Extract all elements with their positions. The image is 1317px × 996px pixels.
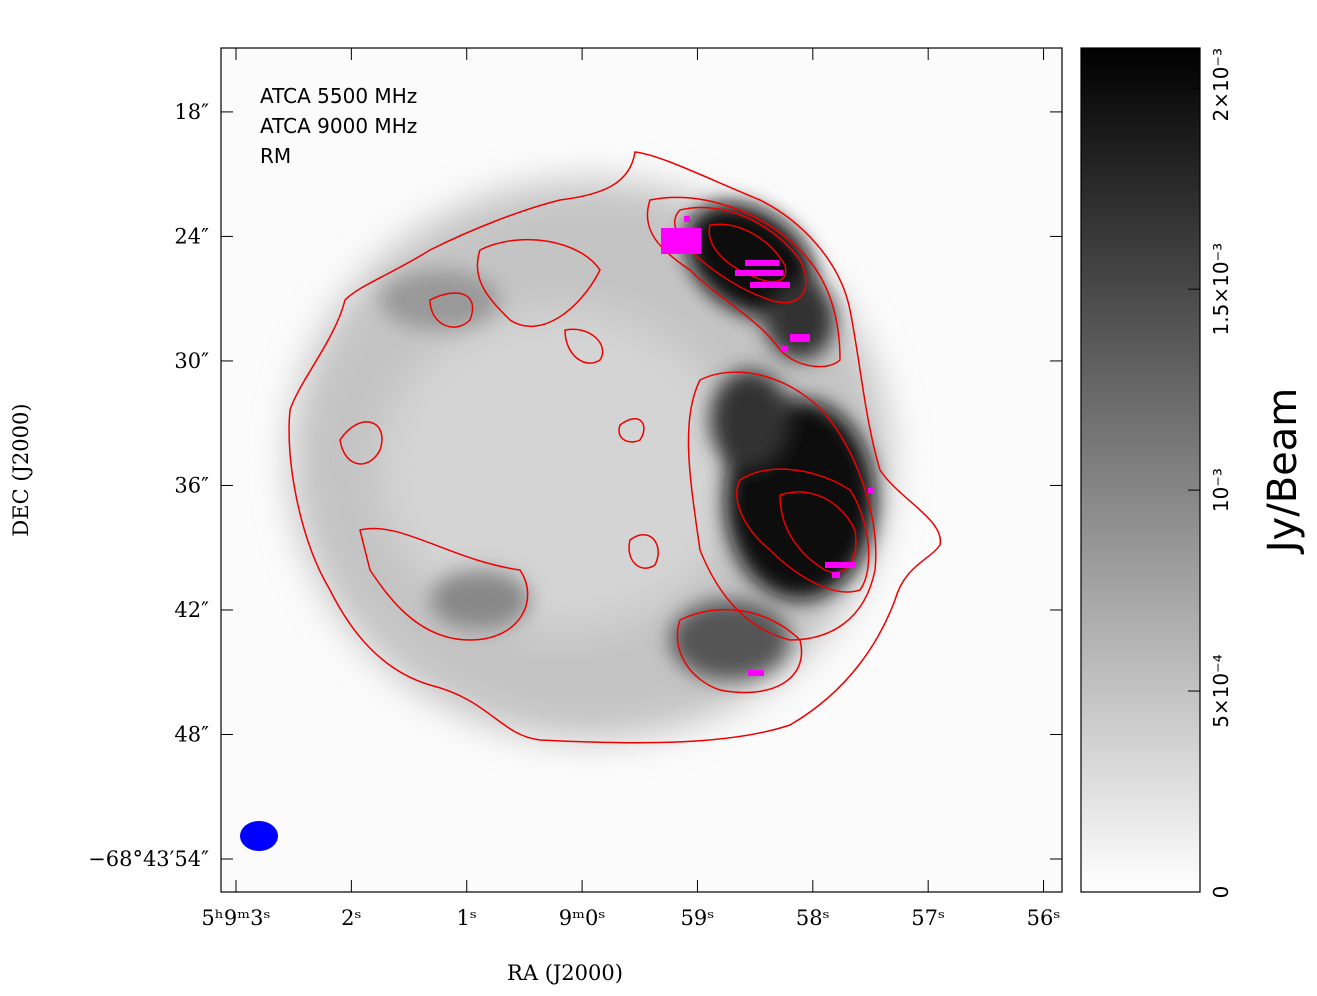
x-tick-label: 59ˢ	[681, 906, 715, 930]
colorbar-tick-label: 1.5×10⁻³	[1209, 243, 1233, 336]
beam	[240, 821, 278, 851]
x-tick-label: 9ᵐ0ˢ	[559, 906, 606, 930]
colorbar-tick-label: 10⁻³	[1209, 468, 1233, 512]
colorbar-label: Jy/Beam	[1260, 388, 1306, 555]
annotation: ATCA 9000 MHz	[260, 114, 417, 138]
y-tick-label: 24″	[174, 224, 209, 248]
y-tick-label: 42″	[174, 598, 209, 622]
x-axis-label: RA (J2000)	[507, 961, 623, 985]
x-tick-label: 56ˢ	[1027, 906, 1061, 930]
y-tick-label: −68°43′54″	[88, 847, 209, 871]
chart: ATCA 5500 MHz ATCA 9000 MHz RM RA (J2000…	[0, 0, 1317, 991]
colorbar-tick-label: 2×10⁻³	[1209, 48, 1233, 122]
x-tick-label: 2ˢ	[341, 906, 361, 930]
image	[221, 48, 1062, 892]
x-tick-label: 5ʰ9ᵐ3ˢ	[201, 906, 270, 930]
x-tick-label: 1ˢ	[457, 906, 477, 930]
y-tick-label: 36″	[174, 473, 209, 497]
colorbar	[1081, 48, 1200, 892]
y-axis-label: DEC (J2000)	[9, 403, 33, 536]
x-tick-label: 58ˢ	[796, 906, 830, 930]
y-tick-label: 30″	[174, 349, 209, 373]
annotation: RM	[260, 144, 291, 168]
annotation: ATCA 5500 MHz	[260, 84, 417, 108]
y-tick-label: 18″	[174, 100, 209, 124]
colorbar-tick-label: 0	[1209, 886, 1233, 899]
y-tick-label: 48″	[174, 722, 209, 746]
colorbar-tick-label: 5×10⁻⁴	[1209, 654, 1233, 728]
x-tick-label: 57ˢ	[911, 906, 945, 930]
